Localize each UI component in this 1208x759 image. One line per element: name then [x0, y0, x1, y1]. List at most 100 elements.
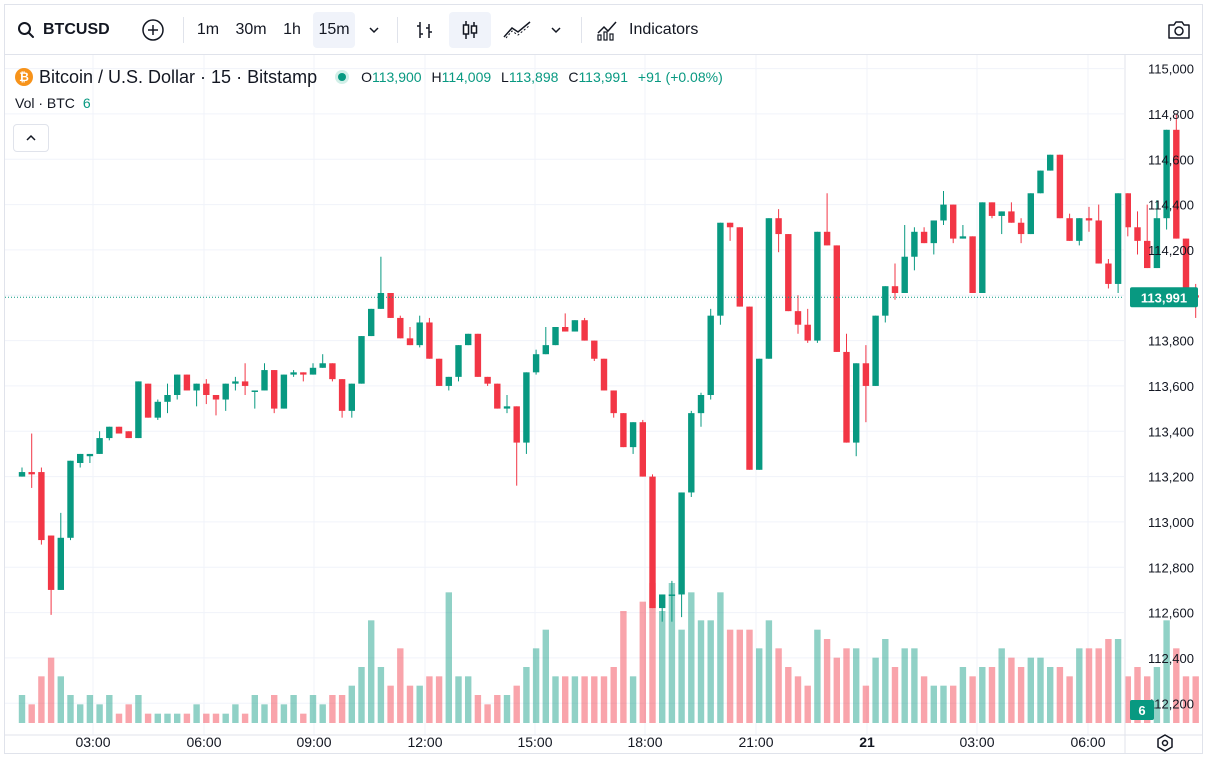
- area-style-button[interactable]: [499, 12, 535, 48]
- candle[interactable]: [387, 293, 394, 318]
- candle[interactable]: [756, 358, 763, 470]
- candle[interactable]: [882, 286, 889, 316]
- candle[interactable]: [891, 286, 899, 293]
- candle[interactable]: [280, 374, 288, 409]
- candle[interactable]: [125, 431, 132, 439]
- candle[interactable]: [581, 320, 588, 341]
- candle[interactable]: [1163, 129, 1170, 219]
- candle[interactable]: [154, 401, 161, 418]
- candle[interactable]: [940, 204, 947, 221]
- candle[interactable]: [707, 315, 714, 395]
- candle[interactable]: [319, 363, 326, 368]
- candle[interactable]: [1124, 193, 1131, 228]
- candle[interactable]: [18, 472, 26, 477]
- candle[interactable]: [659, 594, 666, 609]
- candle[interactable]: [1095, 220, 1102, 264]
- candle[interactable]: [833, 245, 840, 352]
- candle[interactable]: [406, 338, 414, 346]
- candle[interactable]: [1114, 193, 1122, 284]
- candle[interactable]: [843, 351, 850, 443]
- candle[interactable]: [678, 492, 685, 595]
- candle[interactable]: [901, 256, 908, 293]
- candle[interactable]: [600, 358, 608, 391]
- chart-type-dropdown-button[interactable]: [543, 12, 569, 48]
- candle[interactable]: [765, 218, 773, 359]
- candle[interactable]: [814, 231, 821, 341]
- candle[interactable]: [1027, 193, 1034, 235]
- auto-scale-settings-icon[interactable]: [1157, 734, 1173, 752]
- candle[interactable]: [629, 422, 637, 448]
- candle[interactable]: [853, 363, 860, 443]
- candle[interactable]: [465, 333, 472, 346]
- candle[interactable]: [290, 372, 297, 375]
- interval-1m-button[interactable]: 1m: [191, 12, 225, 48]
- candle[interactable]: [368, 308, 375, 337]
- candle[interactable]: [397, 317, 404, 339]
- candle[interactable]: [271, 370, 278, 409]
- candle[interactable]: [620, 413, 627, 448]
- interval-dropdown-button[interactable]: [361, 12, 387, 48]
- candle[interactable]: [959, 236, 967, 239]
- candle[interactable]: [174, 374, 181, 395]
- chart-canvas[interactable]: 112,200 112,400 112,600 112,800 113,000 113,2…: [5, 55, 1203, 754]
- candle[interactable]: [726, 222, 734, 228]
- candle[interactable]: [639, 422, 646, 477]
- candle[interactable]: [1017, 222, 1025, 235]
- candle[interactable]: [135, 381, 142, 439]
- bar-style-button[interactable]: [407, 12, 443, 48]
- candle[interactable]: [794, 311, 802, 325]
- candle[interactable]: [348, 383, 355, 411]
- candle[interactable]: [203, 383, 210, 395]
- candle[interactable]: [591, 340, 598, 359]
- candle[interactable]: [562, 327, 569, 332]
- candle[interactable]: [1153, 218, 1161, 269]
- candle[interactable]: [474, 333, 482, 377]
- candle[interactable]: [775, 218, 782, 235]
- candle[interactable]: [950, 204, 957, 239]
- candle[interactable]: [697, 395, 705, 414]
- candle[interactable]: [494, 383, 501, 409]
- interval-30m-button[interactable]: 30m: [231, 12, 271, 48]
- candle[interactable]: [77, 453, 84, 463]
- candle[interactable]: [523, 372, 530, 443]
- collapse-legend-button[interactable]: [13, 124, 49, 152]
- candle[interactable]: [435, 358, 443, 386]
- candle[interactable]: [746, 306, 753, 470]
- candle[interactable]: [911, 231, 918, 257]
- interval-1h-button[interactable]: 1h: [277, 12, 307, 48]
- candle[interactable]: [338, 379, 346, 411]
- candle[interactable]: [164, 395, 171, 402]
- candle[interactable]: [513, 406, 520, 443]
- candle[interactable]: [261, 370, 268, 391]
- indicators-button[interactable]: Indicators: [589, 12, 719, 48]
- candle[interactable]: [193, 383, 200, 391]
- candle[interactable]: [1144, 240, 1151, 269]
- candle[interactable]: [183, 374, 191, 391]
- candle[interactable]: [67, 460, 74, 538]
- candle[interactable]: [872, 315, 879, 386]
- candle[interactable]: [1105, 263, 1112, 284]
- candle[interactable]: [717, 222, 724, 316]
- candle[interactable]: [668, 594, 676, 596]
- candle[interactable]: [455, 345, 462, 377]
- candle[interactable]: [930, 220, 937, 244]
- candle[interactable]: [1076, 218, 1083, 241]
- candle[interactable]: [862, 363, 870, 386]
- candle[interactable]: [610, 390, 617, 414]
- candle[interactable]: [47, 535, 55, 590]
- candle[interactable]: [1202, 291, 1203, 298]
- candle[interactable]: [1173, 129, 1180, 239]
- candle[interactable]: [106, 426, 113, 439]
- candle[interactable]: [1037, 170, 1044, 194]
- compare-symbol-button[interactable]: [135, 12, 171, 48]
- candle[interactable]: [329, 363, 336, 380]
- market-status-icon[interactable]: [335, 70, 350, 84]
- candle[interactable]: [115, 426, 123, 434]
- symbol-search-button[interactable]: BTCUSD: [17, 12, 127, 48]
- candle[interactable]: [552, 327, 559, 346]
- candle[interactable]: [144, 383, 152, 418]
- candle[interactable]: [571, 320, 579, 332]
- candle[interactable]: [1056, 154, 1064, 219]
- candle[interactable]: [823, 231, 831, 246]
- candle[interactable]: [1008, 211, 1015, 223]
